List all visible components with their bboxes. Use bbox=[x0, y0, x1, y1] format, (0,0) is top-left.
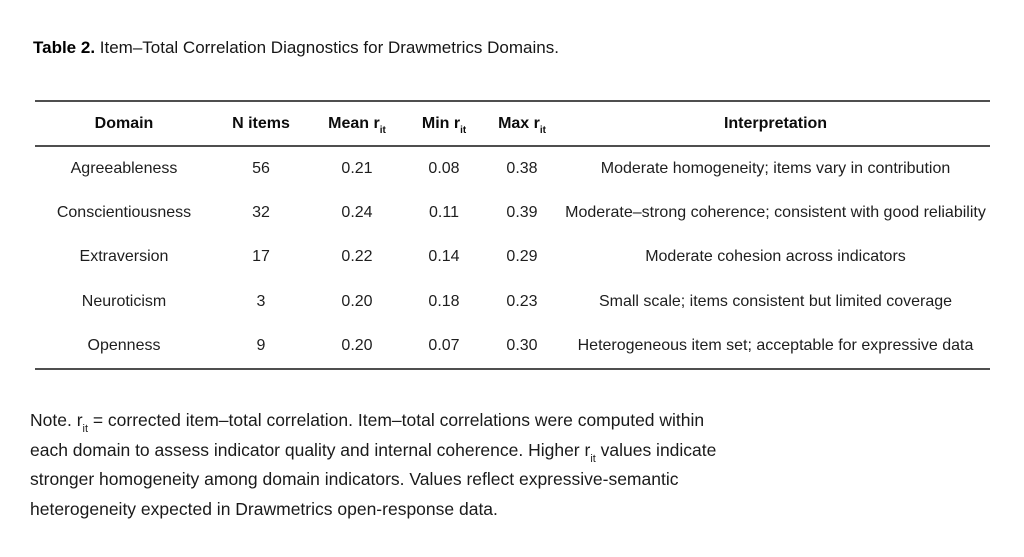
subscript: it bbox=[590, 452, 596, 465]
cell-mean_rit: 0.24 bbox=[341, 203, 373, 221]
cell-max_rit: 0.29 bbox=[506, 248, 538, 266]
column-header-max_rit: Max rit bbox=[498, 114, 546, 137]
cell-mean_rit: 0.20 bbox=[341, 336, 373, 354]
cell-interpretation: Small scale; items consistent but limite… bbox=[598, 292, 953, 310]
subscript: it bbox=[379, 125, 386, 137]
note-line: Note. rit = corrected item–total correla… bbox=[30, 410, 705, 436]
cell-max_rit: 0.23 bbox=[506, 292, 538, 310]
cell-domain: Neuroticism bbox=[81, 292, 167, 310]
table-note: Note. rit = corrected item–total correla… bbox=[30, 406, 716, 524]
column-header-mean_rit: Mean rit bbox=[328, 114, 386, 137]
note-line: heterogeneity expected in Drawmetrics op… bbox=[30, 498, 498, 519]
cell-max_rit: 0.38 bbox=[506, 159, 538, 177]
cell-n_items: 32 bbox=[252, 203, 270, 221]
subscript: it bbox=[539, 125, 546, 137]
cell-mean_rit: 0.20 bbox=[341, 292, 373, 310]
note-line: stronger homogeneity among domain indica… bbox=[30, 469, 679, 489]
table-head: Domain N items Mean rit Min rit Max rit Inter… bbox=[35, 101, 990, 146]
table-caption-number: Table 2. bbox=[33, 38, 96, 57]
note-line: each domain to assess indicator quality … bbox=[30, 439, 717, 465]
cell-min_rit: 0.11 bbox=[429, 203, 459, 221]
cell-max_rit: 0.39 bbox=[506, 203, 538, 221]
column-header-min_rit: Min rit bbox=[421, 114, 467, 137]
cell-domain: Extraversion bbox=[79, 248, 169, 266]
cell-min_rit: 0.07 bbox=[428, 336, 460, 354]
table-row: Openness 9 0.20 0.07 0.30 Heterogeneous item … bbox=[35, 324, 990, 369]
cell-n_items: 3 bbox=[256, 292, 266, 310]
cell-domain: Openness bbox=[87, 336, 161, 354]
column-header-domain: Domain bbox=[94, 114, 154, 132]
cell-interpretation: Moderate cohesion across indicators bbox=[645, 248, 906, 266]
cell-n_items: 9 bbox=[256, 336, 266, 354]
cell-interpretation: Heterogeneous item set; acceptable for e… bbox=[577, 336, 974, 354]
cell-min_rit: 0.18 bbox=[428, 292, 460, 310]
cell-max_rit: 0.30 bbox=[506, 336, 538, 354]
table-caption: Table 2. Item–Total Correlation Diagnost… bbox=[33, 36, 559, 60]
cell-min_rit: 0.08 bbox=[428, 159, 460, 177]
cell-min_rit: 0.14 bbox=[428, 248, 460, 266]
subscript: it bbox=[82, 423, 88, 436]
subscript: it bbox=[460, 125, 467, 137]
table-row: Neuroticism 3 0.20 0.18 0.23 Small scale; ite… bbox=[35, 280, 990, 325]
cell-n_items: 56 bbox=[252, 159, 270, 177]
cell-interpretation: Moderate–strong coherence; consistent wi… bbox=[565, 203, 986, 221]
cell-mean_rit: 0.22 bbox=[341, 248, 373, 266]
table-row: Extraversion 17 0.22 0.14 0.29 Moderate cohes… bbox=[35, 235, 990, 280]
column-header-interpretation: Interpretation bbox=[723, 114, 828, 132]
table-header-row: Domain N items Mean rit Min rit Max rit Inter… bbox=[35, 101, 990, 146]
cell-domain: Conscientiousness bbox=[56, 203, 192, 221]
cell-interpretation: Moderate homogeneity; items vary in cont… bbox=[600, 159, 951, 177]
item-total-correlation-table: Domain N items Mean rit Min rit Max rit Inter… bbox=[35, 100, 990, 370]
table-caption-text: Item–Total Correlation Diagnostics for D… bbox=[95, 38, 559, 57]
cell-n_items: 17 bbox=[252, 248, 270, 266]
table-row: Agreeableness 56 0.21 0.08 0.38 Moderate homo… bbox=[35, 146, 990, 191]
column-header-n_items: N items bbox=[232, 114, 290, 132]
table-row: Conscientiousness 32 0.24 0.11 0.39 Moderate–… bbox=[35, 191, 990, 236]
cell-mean_rit: 0.21 bbox=[341, 159, 373, 177]
table-body: Agreeableness 56 0.21 0.08 0.38 Moderate homo… bbox=[35, 146, 990, 369]
cell-domain: Agreeableness bbox=[70, 159, 178, 177]
